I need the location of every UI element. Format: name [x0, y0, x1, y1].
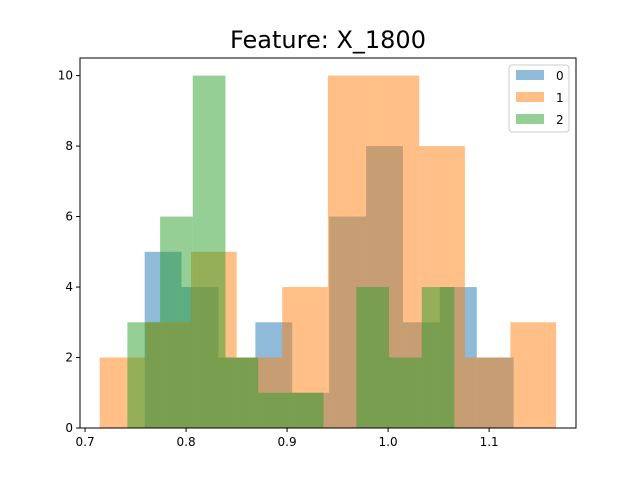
x-tick-label: 0.9: [278, 435, 297, 449]
histogram-bar-series-2: [127, 322, 161, 428]
legend-swatch-series-0: [516, 70, 544, 80]
x-tick-label: 1.1: [480, 435, 499, 449]
axes-frame: [79, 57, 577, 429]
legend-label-series-0: 0: [556, 69, 564, 83]
y-tick-label: 2: [65, 351, 73, 365]
histogram-bar-series-1: [464, 357, 511, 428]
x-tick-label: 1.0: [379, 435, 398, 449]
chart-title: Feature: X_1800: [230, 26, 426, 54]
x-tick-label: 0.8: [177, 435, 196, 449]
x-axis-ticks: 0.7 0.8 0.9 1.0 1.1: [76, 428, 499, 449]
histogram-bar-series-1: [510, 322, 557, 428]
histogram-bar-series-2: [160, 216, 193, 428]
histogram-bar-series-2: [389, 357, 422, 428]
legend-items: 0 1 2: [516, 69, 564, 127]
histogram-bar-series-2: [225, 357, 259, 428]
legend: 0 1 2: [508, 64, 570, 133]
legend-label-series-2: 2: [556, 113, 564, 127]
x-tick-label: 0.7: [76, 435, 95, 449]
bars-layer: [99, 75, 557, 428]
histogram-bar-series-2: [258, 392, 291, 428]
histogram-bar-series-2: [421, 287, 455, 428]
histogram-bar-series-2: [356, 287, 390, 428]
legend-swatch-series-1: [516, 92, 544, 102]
y-tick-label: 8: [65, 139, 73, 153]
legend-label-series-1: 1: [556, 91, 564, 105]
histogram-bar-series-2: [192, 75, 226, 428]
y-tick-label: 10: [58, 69, 73, 83]
y-tick-label: 6: [65, 210, 73, 224]
y-tick-label: 4: [65, 280, 73, 294]
y-axis-ticks: 0 2 4 6 8 10: [58, 69, 80, 435]
y-tick-label: 0: [65, 421, 73, 435]
legend-swatch-series-2: [516, 114, 544, 124]
histogram-bar-series-2: [290, 392, 324, 428]
